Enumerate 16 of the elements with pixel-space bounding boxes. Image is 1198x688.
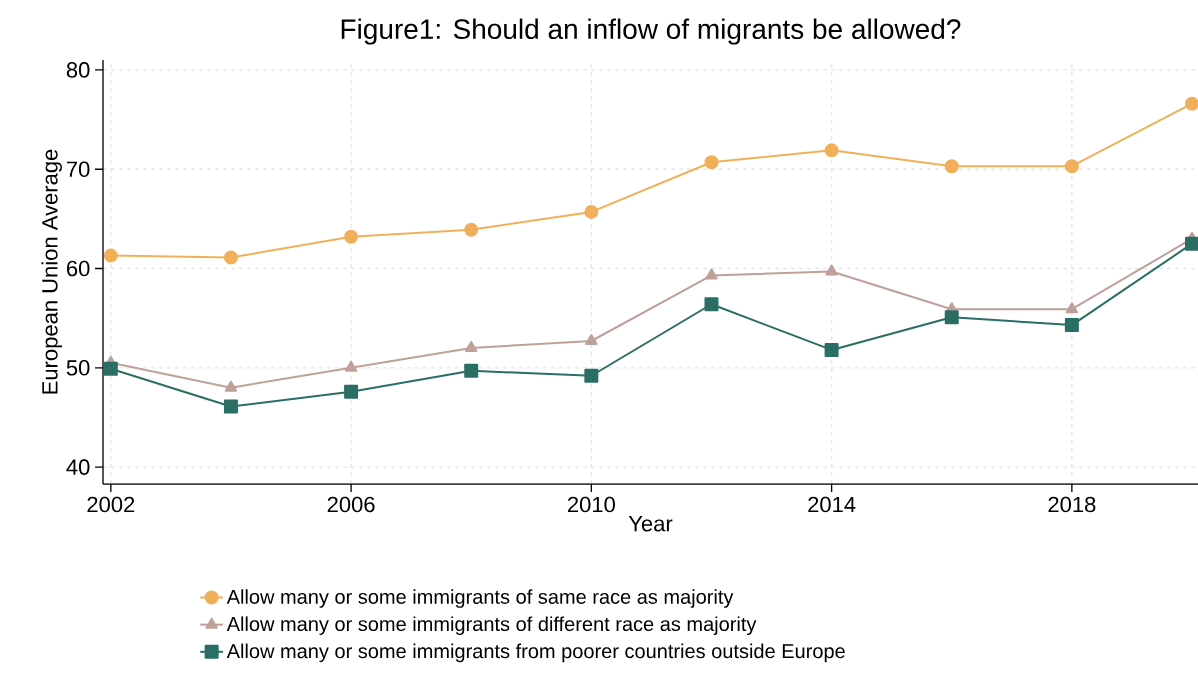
x-tick-label: 2006 [327,496,375,513]
y-axis-title: European Union Average [41,149,62,394]
legend-label: Allow many or some immigrants of different race as majority [226,616,757,636]
y-tick-label: 50 [66,360,90,376]
x-tick-label: 2014 [808,496,856,513]
x-tick-label: 2018 [1048,496,1096,513]
legend-label: Allow many or some immigrants of same race as majority [226,589,734,608]
y-tick-label: 40 [66,459,90,475]
x-tick-label: 2002 [87,496,135,513]
legend-label: Allow many or some immigrants from poorer countries outside Europe [226,643,845,663]
y-tick-label: 60 [66,260,90,277]
chart-title: Figure1: Should an inflow of migrants be allowed? [341,18,961,45]
y-tick-label: 80 [66,62,90,78]
x-axis-title: Year [628,516,673,532]
y-tick-label: 70 [67,161,90,177]
x-tick-label: 2010 [567,496,615,513]
